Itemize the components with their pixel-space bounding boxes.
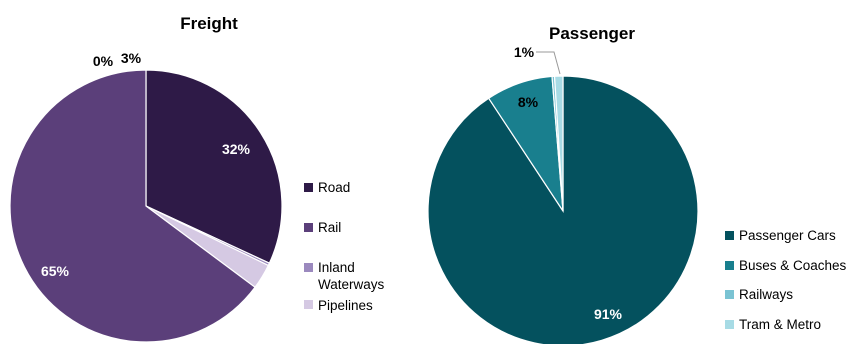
freight-chart: Freight Road Rail Inland Waterways Pipel… [9,14,385,343]
freight-legend-inland-waterways: Inland Waterways [318,260,385,292]
passenger-legend-tram-metro: Tram & Metro [739,317,821,332]
freight-legend-swatch-road [304,183,313,192]
passenger-label-passenger-cars: 91% [594,306,623,322]
freight-slice-road [145,69,283,264]
freight-legend: Road Rail Inland Waterways Pipelines [304,180,385,313]
freight-label-rail: 65% [41,263,70,279]
freight-legend-swatch-inland [304,263,313,272]
freight-slices [9,69,283,343]
freight-label-pipelines: 3% [121,50,142,66]
passenger-legend-swatch-buses [725,261,734,270]
freight-title: Freight [180,14,238,33]
passenger-slices [427,75,699,344]
freight-legend-pipelines: Pipelines [318,298,373,313]
passenger-leader-line [536,51,561,75]
freight-label-road: 32% [222,141,251,157]
freight-legend-road: Road [318,180,350,195]
passenger-label-buses-and-coaches: 8% [518,94,539,110]
passenger-legend-passenger-cars: Passenger Cars [739,228,836,243]
passenger-legend-swatch-cars [725,231,734,240]
passenger-legend-buses-coaches: Buses & Coaches [739,258,847,273]
passenger-label-tram-and-metro: 1% [514,44,535,60]
passenger-legend: Passenger Cars Buses & Coaches Railways … [725,228,847,332]
passenger-chart: Passenger Passenger Cars Buses & Coaches… [427,24,847,344]
freight-legend-swatch-pipelines [304,300,313,309]
passenger-title: Passenger [549,24,635,43]
passenger-legend-swatch-tram [725,320,734,329]
passenger-slice-tram-and-metro [553,75,564,212]
freight-slice-rail [9,69,256,343]
passenger-legend-railways: Railways [739,287,793,302]
passenger-legend-swatch-railways [725,290,734,299]
freight-label-inland-waterways: 0% [93,53,114,69]
freight-legend-rail: Rail [318,220,341,235]
freight-legend-swatch-rail [304,223,313,232]
